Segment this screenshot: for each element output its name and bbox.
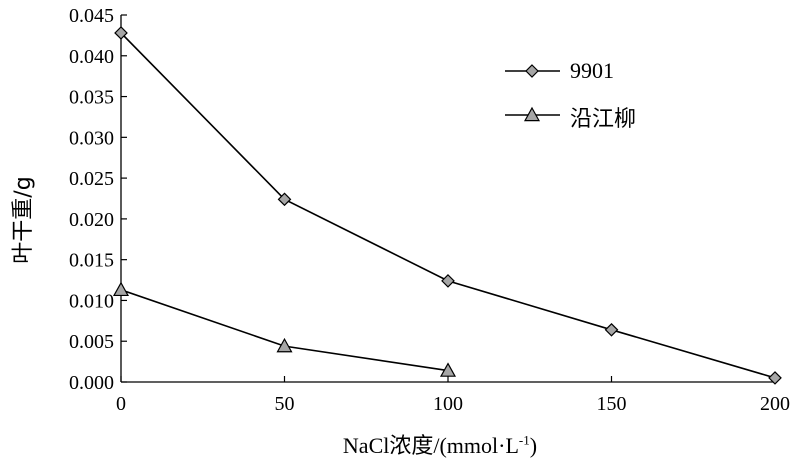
x-axis-title-sup: -1 (518, 432, 530, 448)
y-tick-label: 0.040 (69, 46, 114, 68)
legend-label-9901: 9901 (570, 58, 614, 83)
legend-marker-1 (523, 106, 541, 122)
ticks: 0.000 0.005 0.010 0.015 0.020 0.025 0.030 0.035… (69, 5, 790, 415)
series-line-1 (120, 289, 449, 372)
data-point-1 (112, 281, 130, 297)
y-tick-label: 0.000 (69, 372, 114, 394)
data-point-0 (441, 274, 455, 288)
y-tick-label: 0.010 (69, 290, 114, 312)
x-axis-title-text: NaCl浓度/(mmol·L (342, 433, 519, 458)
axes (120, 15, 775, 383)
x-tick-label: 150 (597, 393, 627, 415)
y-axis-title-text: 叶干重/g (11, 176, 36, 264)
y-tick-label: 0.030 (69, 127, 114, 149)
data-point-0 (604, 322, 619, 337)
x-tick-label: 50 (275, 393, 295, 415)
legend-marker-0 (525, 64, 539, 78)
x-tick-label: 0 (116, 393, 126, 415)
y-tick-label: 0.015 (69, 250, 114, 272)
y-tick-label: 0.045 (69, 5, 114, 27)
series (112, 26, 782, 385)
data-point-0 (114, 26, 128, 40)
data-point-1 (276, 337, 293, 353)
x-tick-label: 200 (760, 393, 790, 415)
series-line-0 (120, 32, 776, 379)
legend-label-yanjiangliu: 沿江柳 (570, 107, 637, 132)
x-axis-title: NaCl浓度/(mmol·L-1) (260, 428, 620, 460)
y-tick-label: 0.035 (69, 87, 114, 109)
data-point-1 (439, 362, 457, 377)
x-axis-title-close: ) (529, 433, 538, 458)
y-axis-title: 叶干重/g (4, 140, 38, 300)
y-tick-label: 0.025 (69, 168, 114, 190)
data-point-0 (768, 371, 782, 385)
y-tick-label: 0.005 (69, 331, 114, 353)
y-tick-label: 0.020 (69, 209, 114, 231)
x-tick-label: 100 (433, 393, 463, 415)
data-point-0 (277, 192, 292, 207)
legend-marks (505, 64, 560, 122)
